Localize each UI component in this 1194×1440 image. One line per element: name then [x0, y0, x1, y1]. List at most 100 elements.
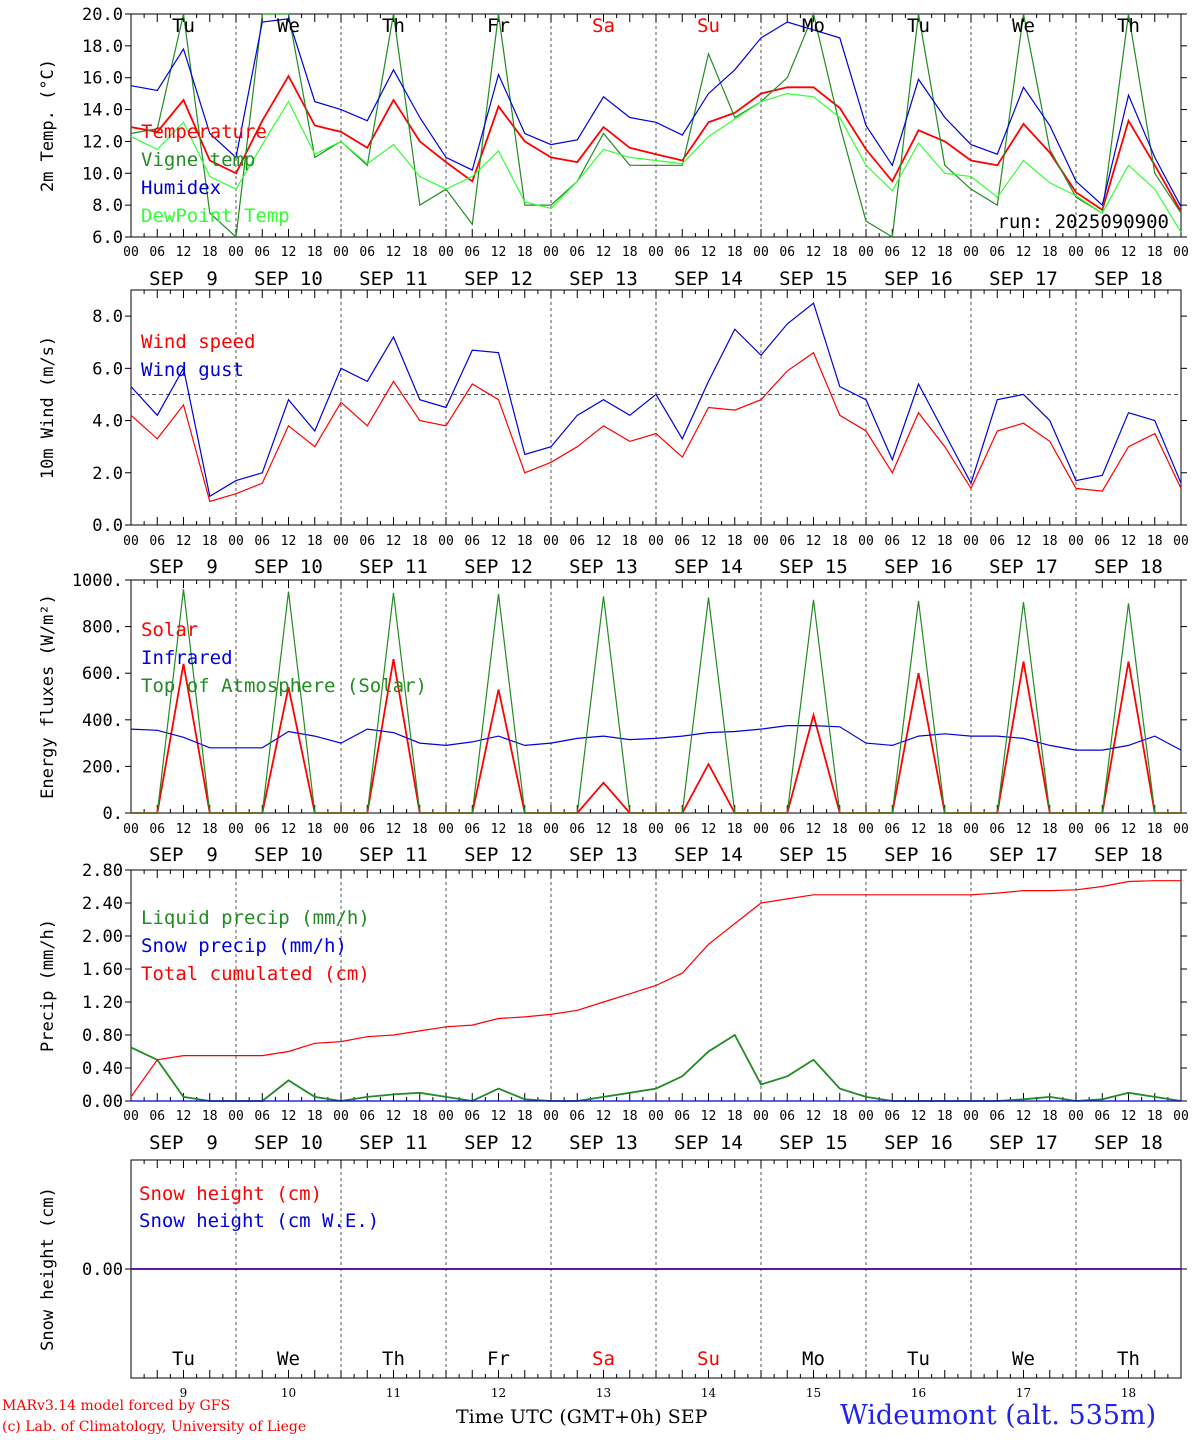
day-name-label: Tu — [907, 1348, 930, 1370]
date-label: SEP 13 — [569, 556, 638, 578]
date-label: SEP 16 — [884, 268, 953, 290]
y-tick-label: 1.20 — [82, 993, 123, 1013]
legend-entry: Infrared — [141, 647, 233, 669]
hour-tick-label: 00 — [333, 245, 349, 260]
run-annotation: run: 2025090900 — [997, 211, 1169, 233]
panel-2: 00 06 12 18 00 06 12 18 00 06 12 18 00 06 12 18 00 06 12 18… — [38, 289, 1189, 578]
hour-tick-label: 06 — [779, 1109, 795, 1124]
hour-tick-label: 00 — [648, 534, 664, 549]
hour-tick-label: 12 — [911, 822, 927, 837]
day-number-label: 11 — [386, 1386, 401, 1400]
hour-tick-label: 12 — [386, 245, 402, 260]
hour-tick-label: 06 — [779, 245, 795, 260]
day-name-label: Th — [382, 1348, 405, 1370]
hour-tick-label: 00 — [1173, 245, 1189, 260]
hour-tick-label: 18 — [622, 1109, 638, 1124]
date-label: SEP 11 — [359, 844, 428, 866]
date-label: SEP 16 — [884, 1132, 953, 1154]
hour-tick-label: 18 — [622, 245, 638, 260]
hour-tick-label: 00 — [753, 245, 769, 260]
panel-3: 00 06 12 18 00 06 12 18 00 06 12 18 00 06 12 18 00 06 12 18… — [38, 571, 1189, 866]
y-tick-label: 2.00 — [82, 927, 123, 947]
date-label: SEP 10 — [254, 268, 323, 290]
legend-entry: Snow height (cm W.E.) — [139, 1210, 379, 1232]
y-axis-title: Precip (mm/h) — [38, 919, 58, 1052]
hour-tick-label: 06 — [989, 245, 1005, 260]
date-label: SEP 11 — [359, 556, 428, 578]
y-tick-label: 16.0 — [82, 69, 123, 89]
hour-tick-label: 00 — [543, 534, 559, 549]
hour-tick-label: 12 — [1016, 534, 1032, 549]
series-line-temperature — [130, 74, 1182, 212]
hour-tick-label: 06 — [254, 1109, 270, 1124]
day-number-label: 10 — [281, 1386, 296, 1400]
hour-tick-label: 00 — [1173, 534, 1189, 549]
date-label: SEP 18 — [1094, 844, 1163, 866]
hour-tick-label: 12 — [1121, 245, 1137, 260]
legend-entry: Temperature — [141, 121, 267, 143]
hour-tick-label: 12 — [806, 534, 822, 549]
hour-tick-label: 18 — [1042, 245, 1058, 260]
hour-tick-label: 12 — [281, 822, 297, 837]
date-label: SEP 9 — [149, 1132, 218, 1154]
y-tick-label: 200. — [82, 757, 123, 777]
hour-tick-label: 06 — [779, 534, 795, 549]
hour-tick-label: 00 — [438, 245, 454, 260]
series-line-top-of-atmosphere-solar- — [131, 589, 1181, 814]
day-number-label: 14 — [701, 1386, 717, 1400]
date-label: SEP 13 — [569, 268, 638, 290]
hour-tick-label: 06 — [674, 822, 690, 837]
day-name-label: Tu — [172, 15, 195, 37]
hour-tick-label: 06 — [1094, 822, 1110, 837]
hour-tick-label: 00 — [1068, 534, 1084, 549]
hour-tick-label: 06 — [884, 534, 900, 549]
hour-tick-label: 12 — [701, 1109, 717, 1124]
hour-tick-label: 00 — [753, 534, 769, 549]
hour-tick-label: 06 — [1094, 1109, 1110, 1124]
hour-tick-label: 12 — [1016, 1109, 1032, 1124]
hour-tick-label: 00 — [438, 1109, 454, 1124]
day-name-label: Mo — [802, 15, 825, 37]
hour-tick-label: 00 — [543, 822, 559, 837]
hour-tick-label: 18 — [307, 245, 323, 260]
hour-tick-label: 00 — [963, 245, 979, 260]
hour-tick-label: 12 — [176, 822, 192, 837]
hour-tick-label: 06 — [359, 1109, 375, 1124]
hour-tick-label: 18 — [622, 534, 638, 549]
series-line-total-cumulated-cm- — [130, 880, 1181, 1098]
date-label: SEP 14 — [674, 556, 743, 578]
hour-tick-label: 00 — [228, 1109, 244, 1124]
hour-tick-label: 00 — [228, 245, 244, 260]
legend-entry: Top of Atmosphere (Solar) — [141, 675, 427, 697]
hour-tick-label: 00 — [1173, 822, 1189, 837]
legend-entry: Wind gust — [141, 359, 244, 381]
y-tick-label: 6.0 — [92, 228, 123, 248]
date-label: SEP 9 — [149, 844, 218, 866]
hour-tick-label: 00 — [858, 245, 874, 260]
x-axis-label: Time UTC (GMT+0h) SEP — [456, 1406, 708, 1428]
hour-tick-label: 06 — [884, 1109, 900, 1124]
legend-entry: Vigne temp — [141, 149, 255, 171]
y-tick-label: 0.00 — [82, 1092, 123, 1112]
date-label: SEP 12 — [464, 268, 533, 290]
hour-tick-label: 12 — [596, 534, 612, 549]
y-tick-label: 0.00 — [82, 1260, 123, 1280]
hour-tick-label: 00 — [1068, 245, 1084, 260]
y-tick-label: 4.0 — [92, 412, 123, 432]
hour-tick-label: 00 — [1068, 1109, 1084, 1124]
y-axis-title: 10m Wind (m/s) — [38, 336, 58, 479]
hour-tick-label: 18 — [622, 822, 638, 837]
hour-tick-label: 06 — [149, 534, 165, 549]
legend-entry: Wind speed — [141, 331, 255, 353]
hour-tick-label: 00 — [753, 822, 769, 837]
date-label: SEP 13 — [569, 1132, 638, 1154]
hour-tick-label: 12 — [701, 534, 717, 549]
hour-tick-label: 06 — [359, 534, 375, 549]
y-tick-label: 20.0 — [82, 5, 123, 25]
hour-tick-label: 12 — [806, 1109, 822, 1124]
date-label: SEP 12 — [464, 556, 533, 578]
hour-tick-label: 00 — [963, 1109, 979, 1124]
y-tick-label: 8.0 — [92, 307, 123, 327]
hour-tick-label: 18 — [517, 534, 533, 549]
